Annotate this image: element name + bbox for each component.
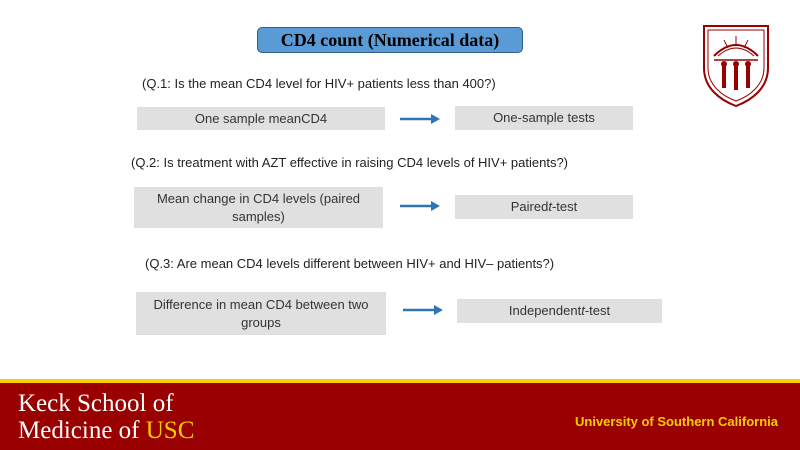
school-line-1: Keck School of xyxy=(18,390,174,417)
usc-text: USC xyxy=(145,417,195,444)
left-box-3: Difference in mean CD4 between two group… xyxy=(136,292,386,335)
footer-bar xyxy=(0,379,800,450)
diagram-title: CD4 count (Numerical data) xyxy=(257,27,523,53)
footer-stripe xyxy=(0,379,800,383)
question-2: (Q.2: Is treatment with AZT effective in… xyxy=(131,155,569,170)
left-box-2: Mean change in CD4 levels (paired sample… xyxy=(134,187,383,228)
university-name: University of Southern California xyxy=(575,414,778,429)
right-box-2: Paired t -test xyxy=(455,195,633,219)
question-3: (Q.3: Are mean CD4 levels different betw… xyxy=(145,256,555,271)
right-box-3: Independent t -test xyxy=(457,299,662,323)
right-box-1: One-sample tests xyxy=(455,106,633,130)
school-logo-text: Keck School of Medicine of USC xyxy=(18,390,194,444)
school-line-2: Medicine of USC xyxy=(18,417,195,444)
question-1: (Q.1: Is the mean CD4 level for HIV+ pat… xyxy=(142,76,496,91)
arrow-right-icon xyxy=(403,305,443,315)
left-box-1: One sample meanCD4 xyxy=(137,107,385,130)
arrow-right-icon xyxy=(400,201,440,211)
arrow-right-icon xyxy=(400,114,440,124)
usc-seal-icon xyxy=(703,25,769,108)
